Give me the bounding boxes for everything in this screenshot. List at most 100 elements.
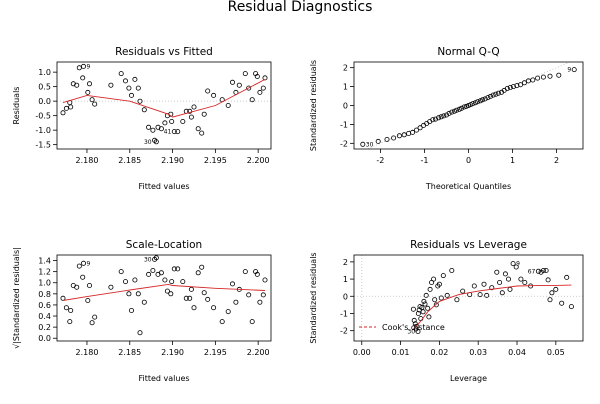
- data-point: [518, 82, 524, 88]
- data-point: [74, 82, 80, 88]
- data-point: [164, 288, 170, 294]
- data-point: [507, 286, 513, 292]
- y-tick-label: 1: [343, 275, 348, 284]
- y-tick-label: 0.4: [38, 312, 51, 321]
- data-point: [128, 307, 134, 313]
- data-point: [137, 330, 143, 336]
- data-point: [410, 129, 416, 135]
- x-tick-label: -2: [376, 156, 384, 165]
- y-tick-label: -2: [340, 139, 348, 148]
- data-point: [150, 267, 156, 273]
- x-tick-label: 2.195: [204, 348, 227, 357]
- data-point: [257, 299, 263, 305]
- y-tick-label: 1.0: [38, 279, 51, 288]
- data-point: [229, 79, 235, 85]
- smooth-line: [62, 79, 266, 118]
- data-point: [440, 273, 446, 279]
- data-point: [487, 93, 493, 99]
- y-tick-label: 2: [343, 258, 348, 267]
- panel-title: Residuals vs Leverage: [410, 239, 527, 251]
- y-tick-label: 1.4: [38, 257, 51, 266]
- data-point: [63, 305, 69, 311]
- data-point: [494, 269, 500, 275]
- data-point: [211, 305, 217, 311]
- data-point: [461, 104, 467, 110]
- data-point: [118, 71, 124, 77]
- data-point: [411, 317, 417, 323]
- x-tick-label: 1: [510, 156, 515, 165]
- data-point: [254, 271, 260, 277]
- data-points: [410, 261, 574, 334]
- data-point: [499, 290, 505, 296]
- qq-reference-line: [366, 62, 571, 149]
- data-point: [547, 73, 553, 79]
- data-point: [504, 86, 510, 92]
- data-point: [128, 92, 134, 98]
- data-point: [68, 307, 74, 313]
- x-axis-label: Fitted values: [138, 182, 189, 191]
- data-point: [420, 309, 426, 315]
- data-point: [118, 269, 124, 275]
- data-point: [168, 291, 174, 297]
- data-point: [153, 139, 159, 145]
- data-point: [146, 271, 152, 277]
- data-point: [260, 292, 266, 298]
- x-tick-label: 2.190: [161, 156, 184, 165]
- data-point: [422, 301, 428, 307]
- data-point: [406, 130, 412, 136]
- data-point: [135, 291, 141, 297]
- data-point: [92, 101, 98, 107]
- data-point: [423, 292, 429, 298]
- data-point: [514, 83, 520, 89]
- data-point: [431, 276, 437, 282]
- data-point: [493, 91, 499, 97]
- data-point: [225, 309, 231, 315]
- data-point: [132, 277, 138, 283]
- data-point: [441, 113, 447, 119]
- data-point: [438, 114, 444, 120]
- data-point: [540, 74, 546, 80]
- plot-frame: [353, 254, 584, 342]
- x-axis-label: Fitted values: [138, 374, 189, 383]
- data-point: [63, 105, 69, 111]
- data-point: [360, 141, 366, 147]
- data-point: [141, 299, 147, 305]
- data-point: [68, 104, 74, 110]
- data-point: [410, 306, 416, 312]
- data-point: [158, 270, 164, 276]
- data-point: [126, 291, 132, 297]
- x-tick-label: 2.200: [247, 156, 270, 165]
- y-tick-label: 1: [343, 83, 348, 92]
- data-point: [187, 108, 193, 114]
- y-axis-label: √|Standardized residuals|: [12, 247, 21, 349]
- data-point: [419, 304, 425, 310]
- data-point: [540, 267, 546, 273]
- y-tick-label: 1.2: [38, 268, 51, 277]
- y-tick-label: 0.8: [38, 290, 51, 299]
- data-point: [433, 302, 439, 308]
- y-axis-label: Residuals: [12, 87, 21, 125]
- data-point: [535, 268, 541, 274]
- data-point: [169, 119, 175, 125]
- y-tick-label: -1.0: [35, 126, 51, 135]
- x-tick-label: 2: [554, 156, 559, 165]
- x-tick-label: 0.04: [508, 348, 526, 357]
- data-point: [505, 276, 511, 282]
- reference-lines: [366, 62, 571, 149]
- data-point: [489, 285, 495, 291]
- y-tick-label: -0.5: [35, 112, 51, 121]
- data-point: [162, 120, 168, 126]
- data-point: [195, 270, 201, 276]
- data-point: [530, 77, 536, 83]
- y-tick-label: -2: [340, 327, 348, 336]
- x-tick-label: 2.185: [118, 156, 141, 165]
- data-point: [262, 277, 268, 283]
- data-point: [507, 85, 513, 91]
- point-label: 30: [144, 256, 152, 263]
- panel-title: Residuals vs Fitted: [115, 46, 213, 58]
- x-tick-label: 2.180: [76, 156, 99, 165]
- data-point: [246, 292, 252, 298]
- data-point: [495, 90, 501, 96]
